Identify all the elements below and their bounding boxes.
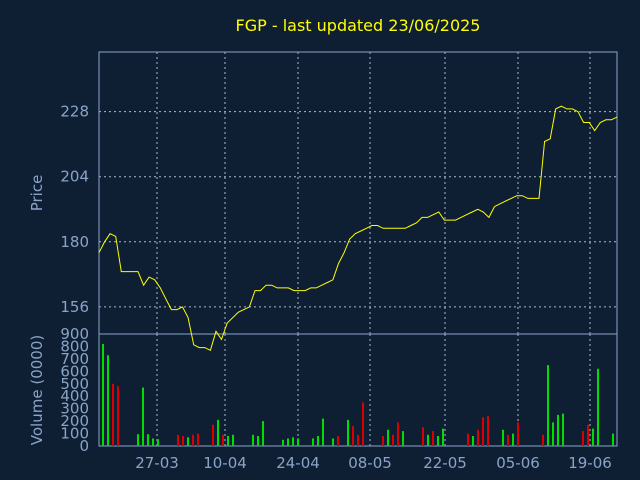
volume-bar xyxy=(147,434,149,446)
volume-bar xyxy=(597,368,599,446)
x-tick-label: 22-05 xyxy=(423,454,467,472)
volume-bar xyxy=(192,434,194,446)
volume-bar xyxy=(187,437,189,446)
volume-bar xyxy=(262,421,264,446)
volume-bar xyxy=(287,438,289,446)
volume-bar xyxy=(332,438,334,446)
x-tick-label: 19-06 xyxy=(568,454,612,472)
volume-y-tick-label: 400 xyxy=(60,387,89,405)
volume-bar xyxy=(477,429,479,446)
volume-bar xyxy=(547,365,549,446)
volume-bar xyxy=(212,424,214,446)
volume-bar xyxy=(482,417,484,446)
volume-bar xyxy=(517,422,519,446)
volume-bar xyxy=(392,434,394,446)
volume-bar xyxy=(432,431,434,446)
volume-bar xyxy=(182,436,184,446)
volume-bar xyxy=(112,383,114,446)
volume-y-tick-label: 200 xyxy=(60,412,89,430)
x-tick-label: 10-04 xyxy=(203,454,247,472)
volume-y-tick-label: 300 xyxy=(60,400,89,418)
price-axis-label: Price xyxy=(28,175,46,212)
volume-y-tick-label: 600 xyxy=(60,362,89,380)
volume-bar xyxy=(592,428,594,446)
x-tick-label: 05-06 xyxy=(496,454,540,472)
volume-y-tick-label: 0 xyxy=(79,437,89,455)
price-y-tick-label: 156 xyxy=(60,298,89,316)
volume-y-tick-label: 500 xyxy=(60,375,89,393)
price-line xyxy=(98,105,618,352)
volume-bar xyxy=(387,429,389,446)
volume-grid xyxy=(156,334,591,446)
volume-bar xyxy=(427,434,429,446)
volume-bar xyxy=(322,418,324,446)
volume-bar xyxy=(557,414,559,446)
volume-bar xyxy=(282,439,284,446)
volume-bar xyxy=(562,413,564,446)
volume-bar xyxy=(507,434,509,446)
volume-bar xyxy=(152,438,154,446)
volume-bar xyxy=(582,431,584,446)
volume-bar xyxy=(107,355,109,446)
volume-bar xyxy=(137,434,139,446)
volume-bar xyxy=(352,426,354,446)
volume-bar xyxy=(402,431,404,446)
volume-bar xyxy=(227,436,229,446)
volume-axis-label: Volume (0000) xyxy=(28,335,46,445)
x-tick-label: 24-04 xyxy=(276,454,320,472)
volume-bar xyxy=(257,436,259,446)
x-tick-label: 27-03 xyxy=(135,454,179,472)
volume-bar xyxy=(337,436,339,446)
volume-bar xyxy=(347,419,349,446)
volume-bar xyxy=(102,344,104,446)
volume-bar xyxy=(397,422,399,446)
volume-y-tick-label: 100 xyxy=(60,425,89,443)
volume-bar xyxy=(177,434,179,446)
price-y-tick-label: 204 xyxy=(60,168,89,186)
volume-bar xyxy=(217,419,219,446)
volume-bar xyxy=(422,427,424,446)
volume-bar xyxy=(252,434,254,446)
volume-bar xyxy=(472,436,474,446)
volume-y-tick-label: 800 xyxy=(60,337,89,355)
price-y-tick-label: 180 xyxy=(60,233,89,251)
volume-bar xyxy=(512,433,514,446)
volume-bar xyxy=(612,433,614,446)
volume-bar xyxy=(487,416,489,446)
volume-bar xyxy=(502,429,504,446)
volume-bar xyxy=(117,386,119,446)
volume-bar xyxy=(317,436,319,446)
volume-bar xyxy=(362,402,364,446)
volume-y-tick-label: 700 xyxy=(60,350,89,368)
volume-bar xyxy=(312,438,314,446)
volume-bar xyxy=(552,422,554,446)
volume-bar xyxy=(587,424,589,446)
volume-bar xyxy=(542,434,544,446)
x-tick-label: 08-05 xyxy=(348,454,392,472)
price-y-ticks: 156 180 204 228 xyxy=(60,103,89,316)
volume-bar xyxy=(157,439,159,446)
volume-bar xyxy=(357,434,359,446)
volume-bar xyxy=(232,434,234,446)
x-ticks: 27-03 10-04 24-04 08-05 22-05 05-06 19-06 xyxy=(135,454,612,472)
volume-bar xyxy=(437,436,439,446)
volume-bar xyxy=(222,434,224,446)
volume-bar xyxy=(197,433,199,446)
volume-bar xyxy=(442,428,444,446)
price-y-tick-label: 228 xyxy=(60,103,89,121)
price-grid xyxy=(99,52,617,334)
volume-bars xyxy=(102,344,614,446)
volume-y-tick-label: 900 xyxy=(60,325,89,343)
volume-bar xyxy=(467,433,469,446)
volume-bar xyxy=(297,438,299,446)
volume-bar xyxy=(292,437,294,446)
volume-bar xyxy=(382,436,384,446)
volume-bar xyxy=(142,387,144,446)
chart-title: FGP - last updated 23/06/2025 xyxy=(236,16,481,35)
